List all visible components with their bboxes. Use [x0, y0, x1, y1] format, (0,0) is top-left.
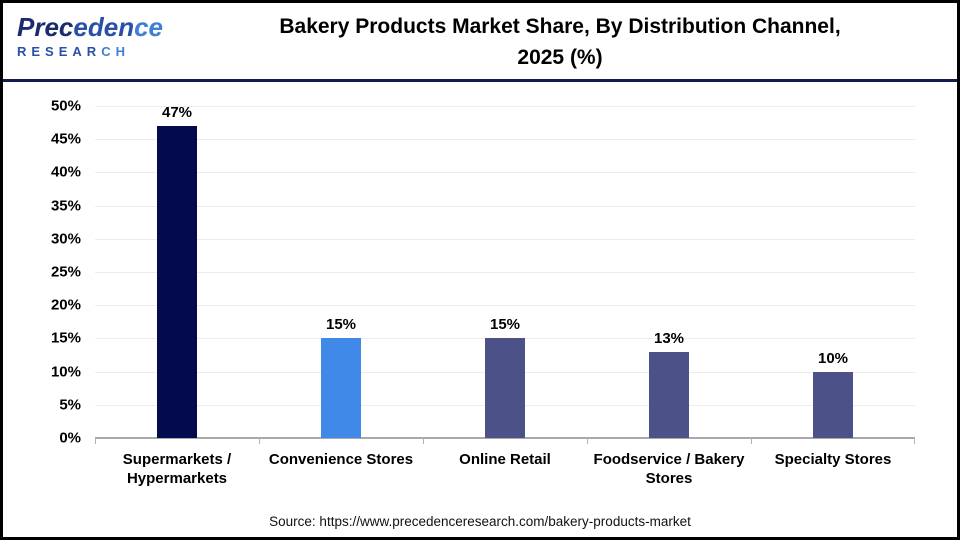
bar-value-label: 15%: [325, 316, 357, 334]
logo-text-part: eden: [73, 12, 135, 42]
x-axis-category-labels: Supermarkets / Hypermarkets Convenience S…: [95, 450, 915, 488]
x-axis-tick-mark: [587, 438, 588, 444]
plot-area: 47% 15% 15% 13% 10%: [95, 103, 915, 444]
x-axis-tick-mark: [423, 438, 424, 444]
bar: [157, 125, 197, 438]
bar: [321, 338, 361, 438]
x-axis-line: [95, 437, 915, 439]
precedence-research-logo: Precedence RESEARCH: [17, 13, 167, 61]
y-axis-tick-label: 30%: [50, 230, 81, 248]
bar: [649, 351, 689, 438]
y-axis-tick-label: 50%: [50, 97, 81, 115]
x-axis-tick-mark: [95, 438, 96, 444]
x-axis-tick-mark: [751, 438, 752, 444]
gridline: [95, 106, 915, 107]
y-axis-tick-label: 0%: [59, 429, 81, 447]
x-axis-tick-mark: [914, 438, 915, 444]
category-label: Foodservice / Bakery Stores: [593, 451, 745, 487]
y-axis-tick-label: 40%: [50, 163, 81, 181]
category-label: Supermarkets / Hypermarkets: [122, 451, 232, 487]
bar-value-label: 13%: [653, 329, 685, 347]
gridline: [95, 139, 915, 141]
logo-text-part: CH: [101, 44, 130, 59]
gridline: [95, 238, 915, 240]
y-axis-tick-label: 35%: [50, 197, 81, 215]
logo-text-part: Prec: [17, 12, 74, 42]
gridline: [95, 305, 915, 307]
category-label: Specialty Stores: [774, 451, 892, 468]
header-divider-line: [3, 79, 957, 82]
source-citation: Source: https://www.precedenceresearch.c…: [269, 514, 691, 529]
y-axis-tick-label: 10%: [50, 363, 81, 381]
y-axis-tick-label: 15%: [50, 329, 81, 347]
gridline: [95, 172, 915, 174]
category-label: Online Retail: [459, 451, 551, 468]
gridline: [95, 272, 915, 273]
bar: [485, 338, 525, 438]
logo-wordmark: Precedence: [17, 13, 167, 41]
y-axis-tick-label: 5%: [59, 396, 81, 414]
category-label: Convenience Stores: [268, 451, 414, 468]
bar-value-label: 10%: [817, 349, 849, 367]
bar-value-label: 15%: [489, 316, 521, 334]
logo-research-text: RESEARCH: [17, 43, 167, 61]
chart-title: Bakery Products Market Share, By Distrib…: [171, 11, 949, 73]
bar: [813, 371, 853, 438]
logo-text-part: RESEAR: [17, 44, 102, 59]
chart-title-line1: Bakery Products Market Share, By Distrib…: [279, 15, 841, 38]
logo-text-part: ce: [134, 12, 163, 42]
x-axis-tick-mark: [259, 438, 260, 444]
gridline: [95, 205, 915, 207]
bar-value-label: 47%: [161, 103, 193, 121]
y-axis-tick-label: 20%: [50, 296, 81, 314]
y-axis-tick-label: 25%: [50, 263, 81, 281]
y-axis: 0% 5% 10% 15% 20% 25% 30% 35% 40% 45% 50%: [3, 98, 87, 447]
y-axis-tick-label: 45%: [50, 130, 81, 148]
chart-title-line2: 2025 (%): [517, 46, 603, 69]
